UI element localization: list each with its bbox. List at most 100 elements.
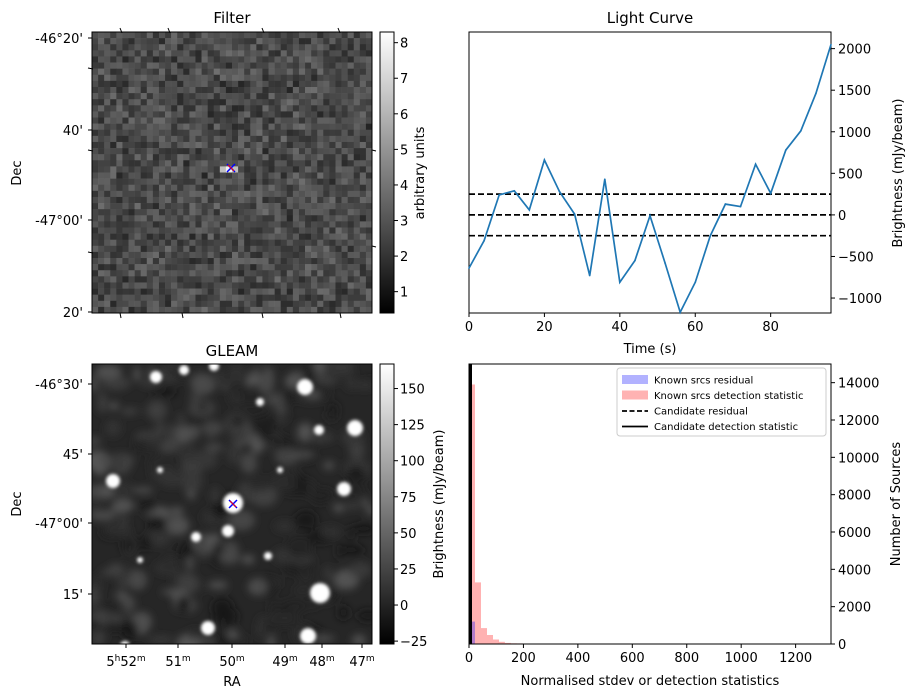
- gleam-source: [256, 398, 264, 406]
- lightcurve-point: [619, 281, 621, 284]
- histogram-x-ticks: 0 200 400 600 800 1000 1200: [465, 644, 812, 666]
- histogram-x-tick-label: 400: [565, 651, 590, 666]
- gleam-colorbar-label: Brightness (mJy/beam): [432, 430, 447, 579]
- lightcurve-xlabel: Time (s): [623, 342, 677, 357]
- lightcurve-point: [679, 311, 681, 314]
- filter-colorbar-tick-label: 5: [400, 143, 408, 158]
- histogram-y-tick-label: 6000: [838, 526, 871, 541]
- filter-y-tick-label: -47°00': [35, 214, 83, 229]
- gleam-marker-red: [229, 500, 237, 508]
- gleam-colorbar-tick-label: −25: [400, 635, 427, 650]
- filter-colorbar-tick-label: 3: [400, 215, 408, 230]
- gleam-y-tick-label: -47°00': [35, 517, 83, 532]
- lightcurve-point: [498, 194, 501, 196]
- lightcurve-y-tick-label: −1000: [838, 292, 882, 307]
- gleam-source: [222, 525, 234, 537]
- gleam-source: [209, 364, 219, 371]
- gleam-source: [106, 474, 120, 488]
- histogram-legend: Known srcs residual Known srcs detection …: [616, 367, 827, 437]
- filter-y-tick-label: 40': [63, 124, 83, 139]
- filter-marker-red: [227, 164, 235, 172]
- filter-colorbar-tick-label: 2: [400, 250, 408, 265]
- gleam-source: [310, 583, 330, 603]
- gleam-colorbar-tick-label: 0: [400, 599, 408, 614]
- filter-colorbar-tick-label: 6: [400, 108, 408, 123]
- gleam-source: [179, 365, 189, 375]
- gleam-x-tick-label: 47m: [349, 654, 374, 670]
- lightcurve-point: [815, 92, 817, 95]
- histogram-bar: [493, 639, 499, 644]
- lightcurve-frame: [468, 31, 832, 314]
- lightcurve-point: [588, 274, 591, 277]
- lightcurve-y-tick-label: 1500: [838, 84, 871, 99]
- histogram-y-ticks: 0 2000 4000 6000 8000 10000 12000 14000: [831, 377, 879, 653]
- lightcurve-point: [664, 262, 666, 264]
- filter-edge-ticks: [87, 27, 377, 319]
- histogram-y-tick-label: 14000: [838, 377, 879, 392]
- filter-ylabel: Dec: [10, 160, 25, 185]
- gleam-source: [191, 532, 201, 542]
- lightcurve-series-line: [468, 44, 832, 315]
- histogram-y-tick-label: 0: [838, 638, 846, 653]
- histogram-x-tick-label: 800: [674, 651, 699, 666]
- histogram-x-tick-label: 1000: [725, 651, 758, 666]
- gleam-colorbar: −25 0 25 50 75 100 125 150 Brightness (mJy/beam…: [379, 363, 447, 650]
- lightcurve-point: [604, 178, 606, 180]
- lightcurve-point: [694, 281, 697, 284]
- filter-colorbar-tick-label: 8: [400, 37, 408, 52]
- gleam-x-tick-label: 5h52m: [106, 654, 145, 670]
- gleam-title: GLEAM: [206, 342, 259, 360]
- filter-colorbar-tick-label: 1: [400, 286, 408, 301]
- gleam-candidate-marker: [228, 499, 238, 509]
- lightcurve-y-tick-label: −500: [838, 250, 874, 265]
- lightcurve-point: [754, 163, 757, 165]
- lightcurve-y-ticks: −1000 −500 0 500 1000 1500 2000: [831, 43, 882, 307]
- legend-swatch: [622, 390, 648, 400]
- gleam-y-ticks: -46°30' 45' -47°00' 15': [35, 378, 92, 603]
- lightcurve-y-tick-label: 500: [838, 167, 863, 182]
- filter-colorbar-ticks: 1 2 3 4 5 6 7 8: [394, 37, 408, 301]
- lightcurve-point: [649, 214, 651, 217]
- gleam-panel: GLEAM -46°30' 45' -47°00' 15' 5h52m 51m 50m 49…: [10, 342, 447, 690]
- gleam-source: [157, 467, 163, 473]
- histogram-panel: 0 200 400 600 800 1000 1200 0 2000 4000 6000 8000 1…: [465, 363, 904, 689]
- gleam-source: [201, 621, 215, 635]
- filter-y-tick-label: 20': [63, 306, 83, 321]
- lightcurve-point: [483, 239, 485, 242]
- gleam-source: [264, 552, 272, 560]
- gleam-xlabel: RA: [223, 675, 241, 690]
- gleam-source: [314, 425, 324, 435]
- histogram-bar: [481, 628, 487, 644]
- filter-frame: [91, 31, 373, 314]
- histogram-y-tick-label: 4000: [838, 563, 871, 578]
- filter-colorbar-gradient: [379, 31, 395, 314]
- gleam-y-tick-label: -46°30': [35, 378, 83, 393]
- histogram-x-tick-label: 600: [620, 651, 645, 666]
- lightcurve-point: [513, 190, 516, 192]
- filter-title: Filter: [213, 9, 251, 27]
- lightcurve-point: [543, 159, 546, 161]
- histogram-x-tick-label: 200: [511, 651, 536, 666]
- lightcurve-point: [769, 192, 772, 195]
- histogram-y-tick-label: 12000: [838, 414, 879, 429]
- lightcurve-panel: Light Curve 0 20 40 60 80 −1000 −500 0 500 1000 1…: [465, 9, 906, 357]
- gleam-colorbar-tick-label: 125: [400, 419, 425, 434]
- gleam-source: [300, 628, 316, 644]
- filter-y-ticks: -46°20' 40' -47°00' 20': [35, 32, 92, 321]
- histogram-x-tick-label: 1200: [779, 651, 812, 666]
- lightcurve-point: [573, 213, 576, 215]
- gleam-source: [120, 641, 130, 644]
- filter-colorbar-tick-label: 4: [400, 179, 408, 194]
- lightcurve-point: [739, 205, 742, 208]
- histogram-x-tick-label: 0: [465, 651, 473, 666]
- legend-entry: Candidate residual: [654, 407, 748, 418]
- histogram-bar: [498, 641, 505, 644]
- lightcurve-point: [800, 130, 802, 132]
- gleam-colorbar-tick-label: 75: [400, 491, 417, 506]
- filter-panel: Filter -46°20' 40' -47°00' 20' Dec 1 2 3 4 5 6 7 8…: [10, 9, 428, 321]
- histogram-y-tick-label: 2000: [838, 601, 871, 616]
- filter-colorbar: 1 2 3 4 5 6 7 8 arbitrary units: [379, 31, 428, 314]
- lightcurve-x-tick-label: 0: [465, 320, 473, 335]
- gleam-colorbar-tick-label: 25: [400, 563, 417, 578]
